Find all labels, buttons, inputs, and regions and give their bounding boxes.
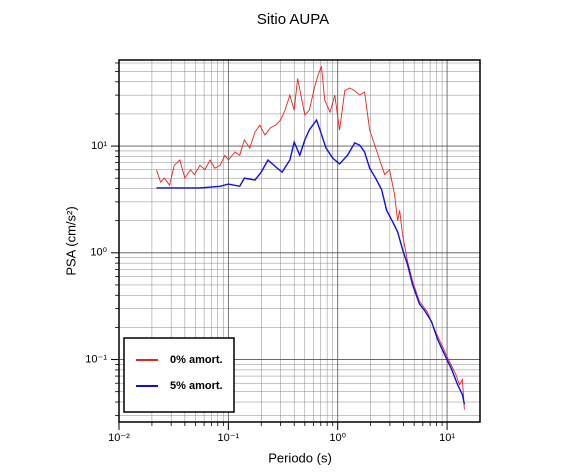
- y-tick-label: 10¹: [91, 140, 107, 152]
- y-axis-label: PSA (cm/s²): [63, 206, 78, 275]
- chart-title: Sitio AUPA: [257, 11, 329, 28]
- x-tick-label: 10⁰: [329, 432, 346, 444]
- y-tick-label: 10⁰: [90, 247, 107, 259]
- plot-frame: [118, 59, 481, 423]
- x-tick-label: 10⁻²: [108, 432, 130, 444]
- legend-label: 0% amort.: [170, 354, 223, 366]
- legend-label: 5% amort.: [170, 380, 223, 392]
- x-tick-label: 10⁻¹: [218, 432, 240, 444]
- legend-box: [123, 337, 235, 413]
- x-tick-label: 10¹: [439, 432, 455, 444]
- y-tick-label: 10⁻¹: [85, 353, 107, 365]
- x-axis-label: Periodo (s): [268, 450, 332, 465]
- series-line: [156, 66, 465, 410]
- series-line: [156, 118, 466, 405]
